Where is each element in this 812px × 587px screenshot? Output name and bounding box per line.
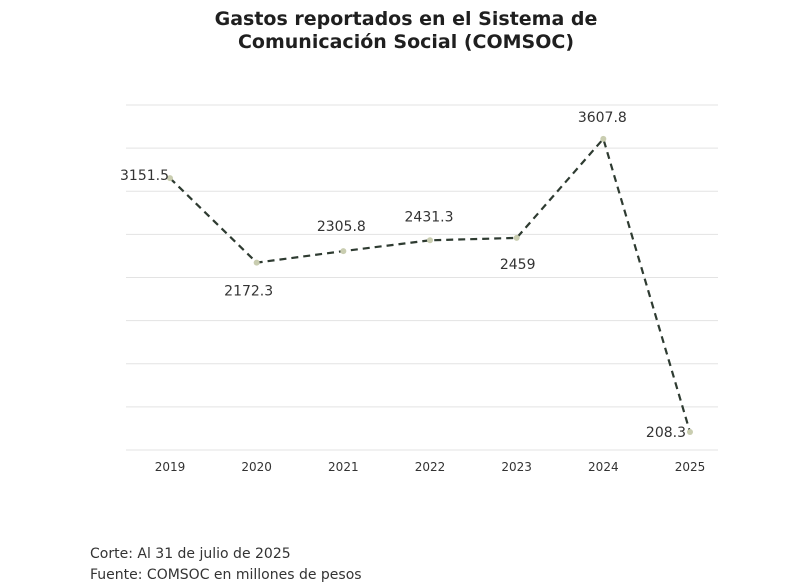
- line-chart: 2019 2020 2021 2022 2023 2024 2025 3151.5 2172.…: [120, 104, 718, 474]
- footer-corte: Corte: Al 31 de julio de 2025: [90, 546, 291, 562]
- chart-title: Gastos reportados en el Sistema de Comun…: [0, 8, 812, 54]
- data-point-2022: [427, 237, 433, 244]
- x-tick-label-2019: 2019: [155, 460, 186, 474]
- x-tick-label-2023: 2023: [501, 460, 532, 474]
- data-label-2024: 3607.8: [578, 110, 627, 126]
- data-point-2020: [253, 259, 260, 266]
- gridlines: [126, 104, 718, 451]
- x-tick-label-2022: 2022: [415, 460, 446, 474]
- data-label-2021: 2305.8: [317, 219, 366, 235]
- chart-title-line-2: Comunicación Social (COMSOC): [237, 31, 575, 53]
- data-label-2019: 3151.5: [120, 168, 169, 184]
- data-point-2019: [167, 175, 173, 182]
- footer-fuente: Fuente: COMSOC en millones de pesos: [90, 567, 362, 583]
- x-tick-label-2020: 2020: [241, 460, 272, 474]
- data-points: [167, 135, 693, 436]
- data-label-2025: 208.3: [646, 425, 686, 441]
- data-label-2020: 2172.3: [224, 284, 273, 300]
- data-point-2024: [600, 135, 607, 142]
- data-point-2023: [513, 234, 520, 241]
- data-point-2021: [340, 248, 347, 255]
- chart-footer: Corte: Al 31 de julio de 2025 Fuente: CO…: [90, 544, 362, 586]
- data-point-2025: [687, 429, 693, 436]
- x-axis: 2019 2020 2021 2022 2023 2024 2025: [155, 460, 706, 474]
- x-tick-label-2021: 2021: [328, 460, 359, 474]
- chart-title-line-1: Gastos reportados en el Sistema de: [214, 8, 598, 30]
- x-tick-label-2024: 2024: [588, 460, 619, 474]
- x-tick-label-2025: 2025: [675, 460, 706, 474]
- data-label-2022: 2431.3: [405, 209, 454, 225]
- data-labels: 3151.5 2172.3 2305.8 2431.3 2459 3607.8 208.3: [120, 110, 686, 441]
- data-label-2023: 2459: [500, 257, 536, 273]
